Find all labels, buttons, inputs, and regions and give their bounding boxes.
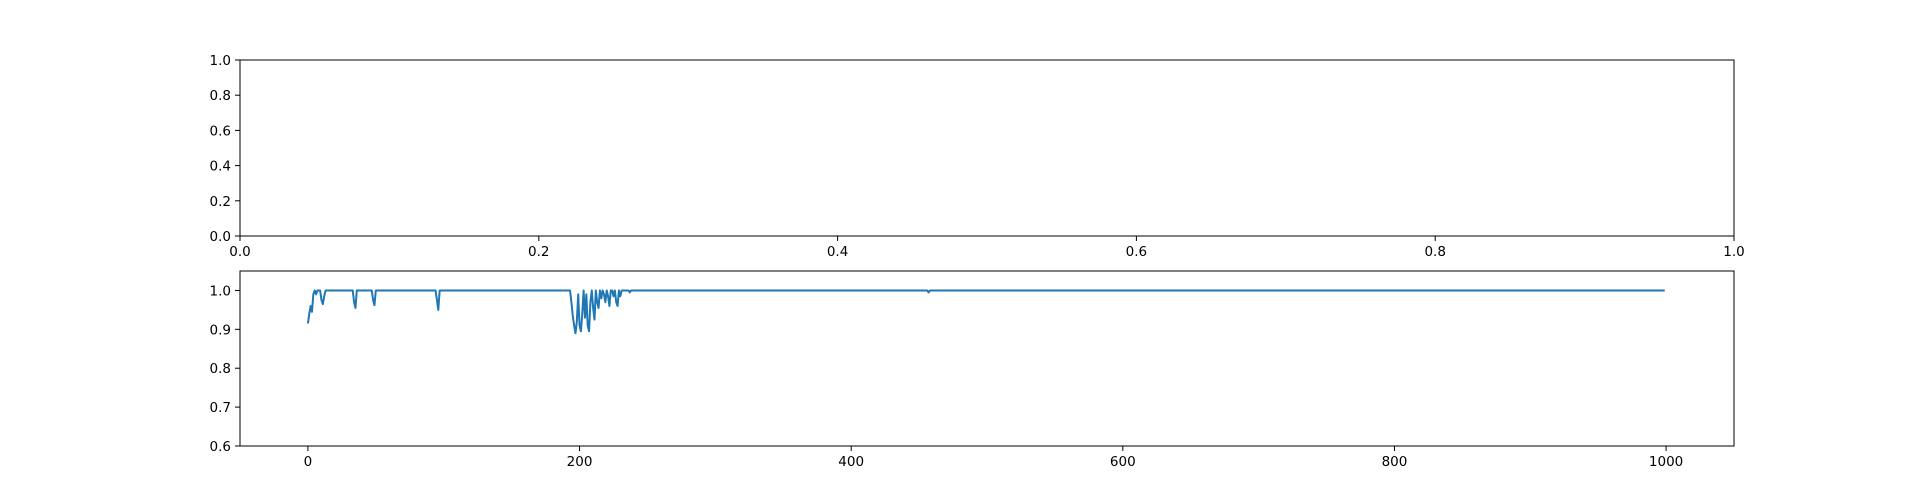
y-tick-label: 1.0 bbox=[210, 283, 231, 299]
y-tick-label: 0.0 bbox=[210, 229, 231, 245]
top-axes: 0.0 0.2 0.4 0.6 0.8 1.0 0.0 0.2 0.4 0.6 0.8 1.0 bbox=[210, 53, 1745, 260]
x-tick-label: 0.0 bbox=[229, 244, 250, 260]
x-tick-label: 200 bbox=[567, 454, 593, 470]
y-tick-label: 0.2 bbox=[210, 194, 231, 210]
y-tick-label: 1.0 bbox=[210, 53, 231, 69]
y-tick-label: 0.7 bbox=[210, 400, 231, 416]
x-tick-label: 0.2 bbox=[528, 244, 549, 260]
series-line bbox=[306, 289, 1665, 335]
x-tick-label: 0.6 bbox=[1126, 244, 1147, 260]
y-tick-label: 0.8 bbox=[210, 361, 231, 377]
y-tick-label: 0.6 bbox=[210, 439, 231, 455]
y-tick-label: 0.9 bbox=[210, 322, 231, 338]
x-tick-label: 0.8 bbox=[1424, 244, 1445, 260]
x-tick-label: 0 bbox=[304, 454, 313, 470]
y-tick-label: 0.4 bbox=[210, 159, 231, 175]
axes-frame bbox=[239, 270, 1735, 447]
y-tick-label: 0.8 bbox=[210, 88, 231, 104]
x-tick-label: 800 bbox=[1382, 454, 1408, 470]
x-tick-label: 1000 bbox=[1649, 454, 1683, 470]
axes-frame bbox=[239, 59, 1735, 237]
x-tick-label: 1.0 bbox=[1723, 244, 1744, 260]
y-tick-label: 0.6 bbox=[210, 123, 231, 139]
x-tick-label: 400 bbox=[838, 454, 864, 470]
bottom-axes: 0 200 400 600 800 1000 0.6 0.7 0.8 0.9 1.0 bbox=[210, 270, 1735, 470]
x-tick-label: 600 bbox=[1110, 454, 1136, 470]
x-tick-label: 0.4 bbox=[827, 244, 848, 260]
